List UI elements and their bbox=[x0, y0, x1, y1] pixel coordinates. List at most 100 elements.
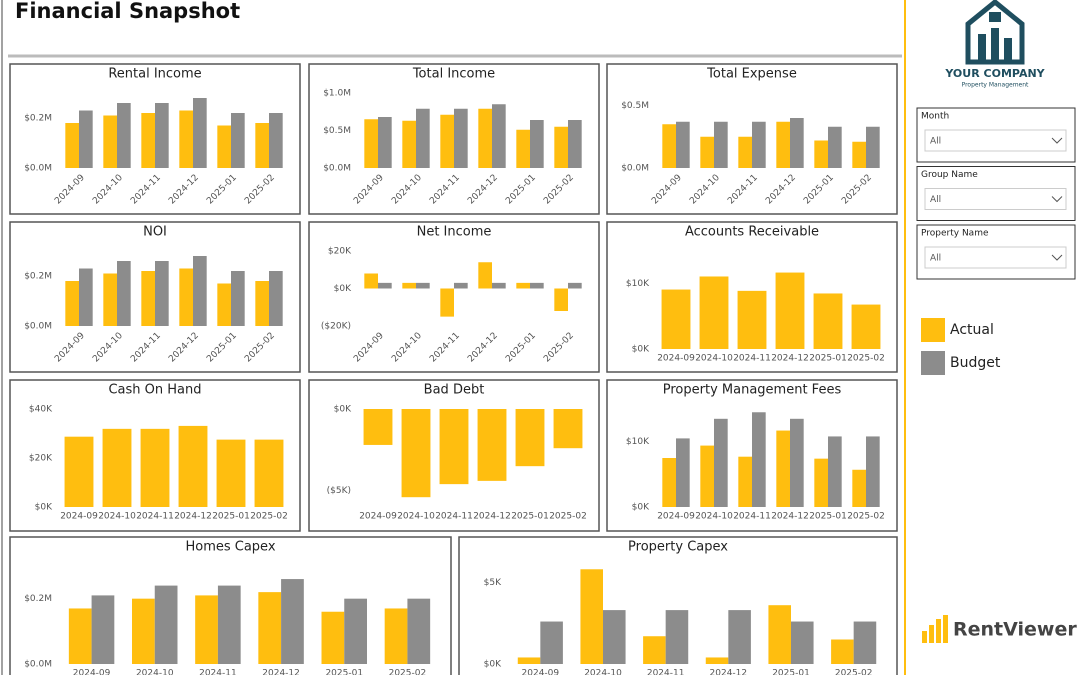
bar bbox=[102, 428, 132, 507]
y-tick-label: $0.0M bbox=[323, 164, 351, 174]
x-tick-label: 2024-09 bbox=[73, 669, 111, 675]
bar bbox=[568, 282, 582, 289]
x-tick-label: 2024-10 bbox=[136, 669, 174, 675]
chart-title: Accounts Receivable bbox=[685, 225, 819, 240]
bar bbox=[568, 120, 582, 168]
x-tick-label: 2025-02 bbox=[250, 512, 288, 522]
dropdown-chevron bbox=[1051, 137, 1063, 144]
bar bbox=[254, 439, 284, 507]
x-tick-label: 2024-11 bbox=[435, 512, 473, 522]
legend: Actual Budget bbox=[921, 318, 1001, 375]
bar bbox=[477, 409, 507, 481]
bar bbox=[155, 103, 169, 168]
bar bbox=[231, 113, 245, 168]
bar bbox=[440, 288, 454, 317]
bar bbox=[553, 409, 583, 449]
y-tick-label: $1.0M bbox=[323, 89, 351, 99]
x-tick-label: 2024-11 bbox=[733, 512, 771, 522]
bar bbox=[554, 288, 568, 311]
y-tick-label: $0K bbox=[632, 503, 650, 513]
bar bbox=[141, 113, 155, 168]
bar bbox=[738, 456, 752, 507]
chart-panel: Homes Capex $0.0M $0.2M 2024-09 2024-10 2024-… bbox=[9, 536, 452, 675]
y-tick-label: $0.2M bbox=[24, 594, 52, 604]
bar bbox=[154, 585, 178, 664]
x-tick-label: 2025-01 bbox=[511, 512, 549, 522]
bar bbox=[705, 657, 729, 664]
bar bbox=[217, 125, 231, 168]
bar bbox=[216, 439, 246, 507]
bar bbox=[378, 117, 392, 168]
y-tick-label: $20K bbox=[29, 454, 53, 464]
house-icon bbox=[978, 34, 986, 60]
bar bbox=[676, 438, 690, 507]
bar bbox=[79, 268, 93, 326]
bar bbox=[700, 445, 714, 507]
bar bbox=[814, 140, 828, 168]
bar bbox=[699, 276, 729, 349]
bar bbox=[580, 569, 603, 664]
bar bbox=[790, 118, 804, 168]
y-tick-label: $40K bbox=[29, 405, 53, 415]
dropdown[interactable] bbox=[924, 188, 1067, 210]
chart-title: Bad Debt bbox=[424, 383, 485, 398]
dropdown[interactable] bbox=[924, 246, 1067, 269]
y-tick-label: $0.5M bbox=[323, 126, 351, 136]
bar bbox=[517, 657, 541, 664]
bar bbox=[662, 458, 676, 507]
y-tick-label: $0.5M bbox=[621, 101, 649, 111]
dropdown[interactable] bbox=[924, 129, 1067, 152]
bar bbox=[603, 610, 626, 664]
brand-icon bbox=[943, 615, 948, 643]
bar bbox=[416, 282, 430, 289]
bar bbox=[231, 271, 245, 326]
bar bbox=[776, 430, 790, 507]
chart-title: NOI bbox=[143, 225, 167, 240]
bar bbox=[700, 136, 714, 168]
bar bbox=[117, 103, 131, 168]
bar bbox=[530, 120, 544, 168]
bar bbox=[217, 283, 231, 326]
x-tick-label: 2024-12 bbox=[771, 354, 809, 364]
x-tick-label: 2024-12 bbox=[262, 669, 300, 675]
bar bbox=[193, 98, 207, 168]
y-tick-label: $0K bbox=[484, 660, 502, 670]
house-icon bbox=[965, 0, 1025, 65]
chart-title: Cash On Hand bbox=[108, 383, 201, 398]
bar bbox=[752, 121, 766, 168]
bar bbox=[91, 595, 115, 664]
filter-label: Property Name bbox=[921, 229, 989, 239]
y-tick-label: $0.0M bbox=[621, 164, 649, 174]
bar bbox=[440, 114, 454, 168]
bar bbox=[103, 115, 117, 168]
bar bbox=[65, 123, 79, 168]
y-tick-label: $5K bbox=[484, 578, 502, 588]
bar bbox=[378, 282, 392, 289]
brand-logo: RentViewer bbox=[922, 615, 1077, 643]
x-tick-label: 2024-10 bbox=[584, 669, 622, 675]
bar bbox=[79, 110, 93, 168]
bar bbox=[179, 268, 193, 326]
x-tick-label: 2024-09 bbox=[657, 512, 695, 522]
bar bbox=[439, 409, 469, 485]
x-tick-label: 2024-12 bbox=[771, 512, 809, 522]
chart-title: Net Income bbox=[417, 225, 492, 240]
bar bbox=[321, 611, 345, 664]
x-tick-label: 2025-01 bbox=[809, 354, 847, 364]
filter-panel: Month All Group Name All Property Name All bbox=[916, 107, 1076, 280]
brand-icon bbox=[922, 631, 927, 643]
bar bbox=[492, 282, 506, 289]
bar bbox=[478, 108, 492, 168]
bar bbox=[454, 108, 468, 168]
chart-title: Total Expense bbox=[706, 67, 797, 82]
brand-icon bbox=[936, 619, 941, 643]
legend-label: Actual bbox=[950, 322, 994, 338]
x-tick-label: 2025-02 bbox=[835, 669, 873, 675]
y-tick-label: $0.2M bbox=[24, 272, 52, 282]
